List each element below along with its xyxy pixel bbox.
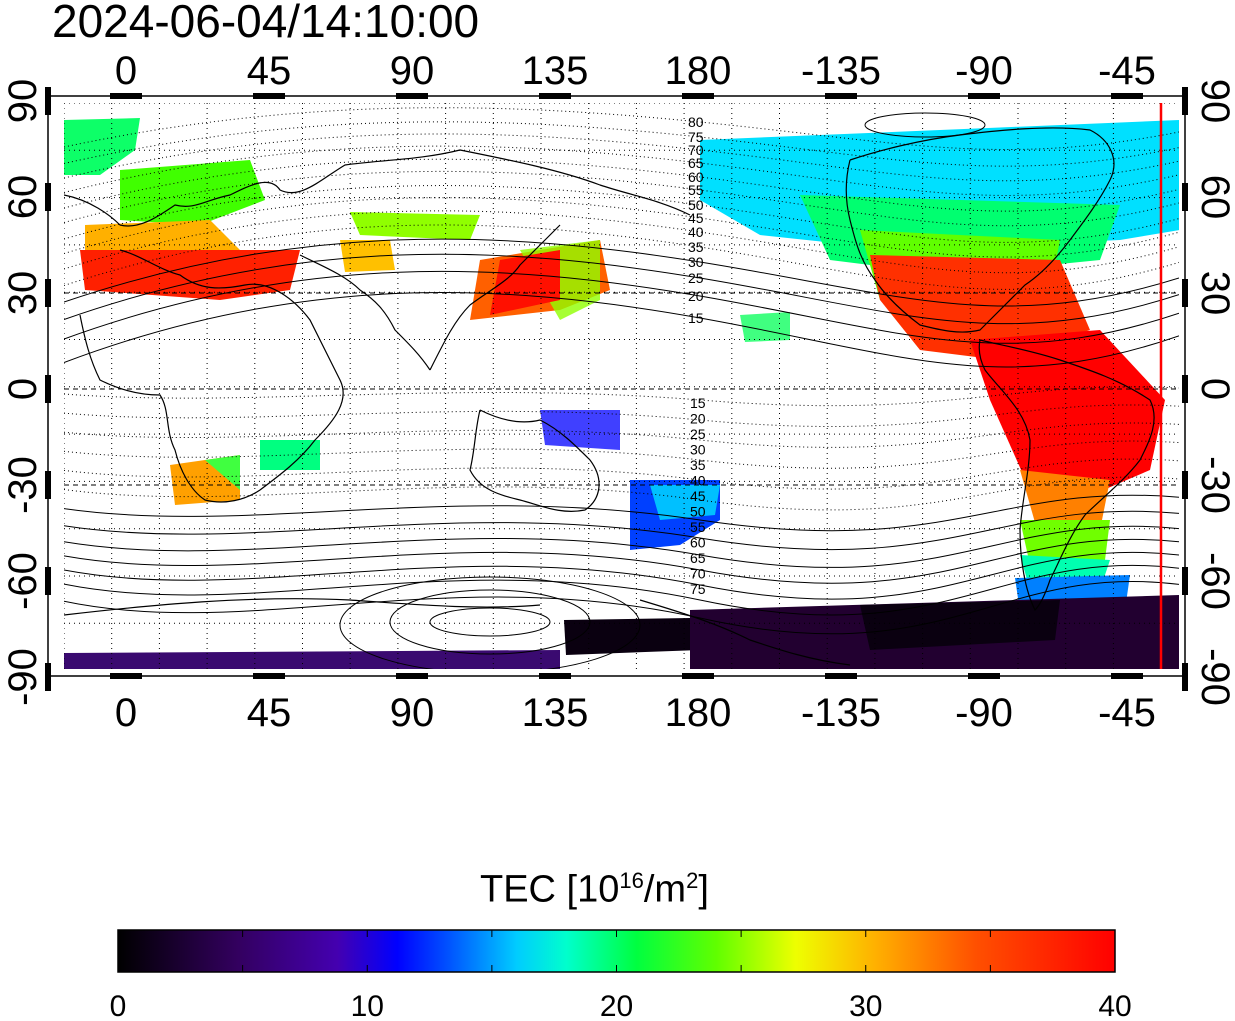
contour-label: 70 (690, 566, 706, 582)
contour-label: 40 (690, 473, 706, 489)
top-lon-label: -90 (955, 49, 1013, 93)
contour-label: 55 (690, 519, 706, 535)
left-lat-label: 0 (1, 378, 45, 400)
contour-label: 65 (688, 155, 704, 171)
right-latitude-labels: 90 60 30 0 -30 -60 -90 (1193, 79, 1235, 706)
right-lat-label: 60 (1193, 175, 1235, 220)
top-lon-label: -135 (801, 49, 881, 93)
contour-label: 55 (688, 182, 704, 198)
left-lat-label: -90 (1, 648, 45, 706)
colorbar-tick-label: 20 (600, 990, 633, 1021)
colorbar-tick-label: 40 (1098, 990, 1131, 1021)
contour-label: 60 (688, 169, 704, 185)
top-lon-label: 180 (665, 49, 732, 93)
left-latitude-labels: 90 60 30 0 -30 -60 -90 (1, 79, 45, 706)
bottom-longitude-labels: 0 45 90 135 180 -135 -90 -45 (115, 691, 1156, 735)
right-lat-label: -60 (1193, 552, 1235, 610)
contour-label: 60 (690, 535, 706, 551)
contour-label: 35 (688, 239, 704, 255)
colorbar-ticks (117, 930, 1116, 972)
contour-label: 40 (688, 224, 704, 240)
contour-label: 15 (688, 310, 704, 326)
left-lat-label: 30 (1, 271, 45, 316)
colorbar-tick-label: 0 (110, 990, 127, 1021)
top-lon-label: 0 (115, 49, 137, 93)
contour-label: 45 (688, 210, 704, 226)
contour-label: 50 (688, 197, 704, 213)
bottom-lon-label: 45 (247, 691, 292, 735)
bottom-lon-label: 90 (390, 691, 435, 735)
bottom-lon-label: 135 (522, 691, 589, 735)
top-lon-label: 90 (390, 49, 435, 93)
magnetic-contours (64, 107, 1179, 669)
colorbar-tick-label: 30 (849, 990, 882, 1021)
tec-data-layer (64, 118, 1179, 669)
top-longitude-labels: 0 45 90 135 180 -135 -90 -45 (115, 49, 1156, 93)
frame-ticks (45, 87, 1188, 691)
contour-label: 80 (688, 114, 704, 130)
left-lat-label: -60 (1, 552, 45, 610)
contour-label: 20 (688, 288, 704, 304)
bottom-lon-label: -45 (1098, 691, 1156, 735)
contour-label: 20 (690, 411, 706, 427)
right-lat-label: 0 (1193, 378, 1235, 400)
top-lon-label: -45 (1098, 49, 1156, 93)
bottom-lon-label: -90 (955, 691, 1013, 735)
top-lon-label: 45 (247, 49, 292, 93)
bottom-lon-label: 0 (115, 691, 137, 735)
top-lon-label: 135 (522, 49, 589, 93)
contour-label: 45 (690, 488, 706, 504)
left-lat-label: 60 (1, 175, 45, 220)
contour-label: 50 (690, 504, 706, 520)
contour-label: 65 (690, 550, 706, 566)
contour-labels: 8075706560555045403530252015152025303540… (688, 114, 706, 597)
colorbar-tick-labels: 0 10 20 30 40 (110, 990, 1132, 1021)
left-lat-label: 90 (1, 79, 45, 124)
coastlines (64, 127, 1155, 666)
contour-label: 75 (690, 581, 706, 597)
right-lat-label: -30 (1193, 456, 1235, 514)
timestamp: 2024-06-04/14:10:00 (52, 0, 480, 47)
colorbar-tick-label: 10 (351, 990, 384, 1021)
bottom-lon-label: 180 (665, 691, 732, 735)
contour-label: 25 (690, 426, 706, 442)
graticule (64, 103, 1179, 669)
contour-label: 70 (688, 142, 704, 158)
contour-label: 15 (690, 395, 706, 411)
contour-label: 35 (690, 457, 706, 473)
right-lat-label: 90 (1193, 79, 1235, 124)
left-lat-label: -30 (1, 456, 45, 514)
bottom-lon-label: -135 (801, 691, 881, 735)
colorbar-title: TEC [1016/m2] (480, 868, 709, 911)
right-lat-label: -90 (1193, 648, 1235, 706)
contour-label: 30 (690, 442, 706, 458)
right-lat-label: 30 (1193, 271, 1235, 316)
contour-label: 25 (688, 270, 704, 286)
contour-label: 30 (688, 254, 704, 270)
contour-label: 75 (688, 129, 704, 145)
